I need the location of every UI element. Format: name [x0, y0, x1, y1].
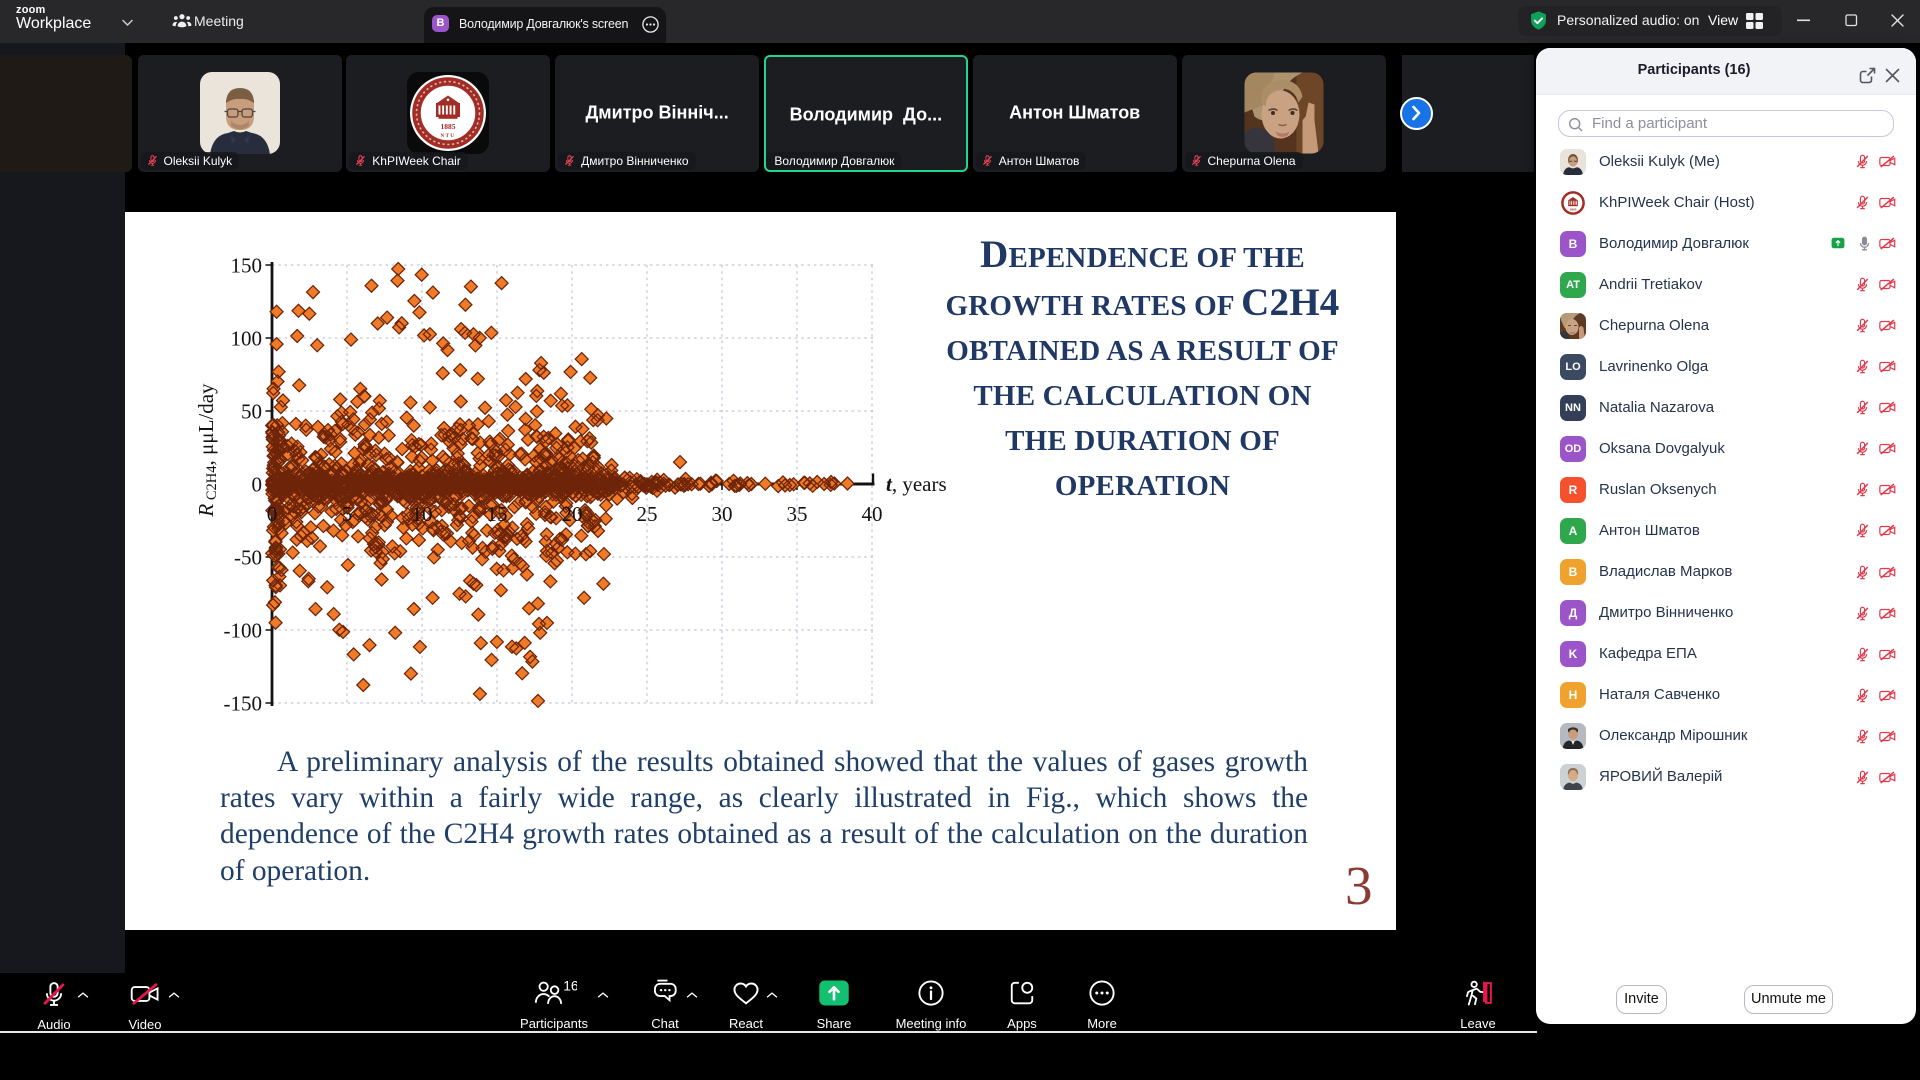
svg-text:5: 5 — [342, 502, 353, 526]
svg-text:150: 150 — [231, 254, 263, 278]
svg-text:35: 35 — [787, 502, 808, 526]
svg-text:50: 50 — [241, 400, 262, 424]
svg-text:10: 10 — [412, 502, 433, 526]
svg-text:30: 30 — [712, 502, 733, 526]
svg-text:1885: 1885 — [1570, 207, 1577, 211]
svg-text:40: 40 — [862, 502, 883, 526]
svg-text:-150: -150 — [224, 692, 263, 716]
svg-text:R C2H4, μμL/day: R C2H4, μμL/day — [194, 383, 220, 518]
svg-text:-100: -100 — [224, 619, 263, 643]
svg-text:20: 20 — [562, 502, 583, 526]
svg-text:0: 0 — [252, 473, 263, 497]
svg-text:0: 0 — [267, 502, 278, 526]
svg-text:16: 16 — [563, 979, 577, 994]
svg-text:100: 100 — [231, 327, 263, 351]
svg-text:t, years: t, years — [886, 472, 947, 496]
svg-text:25: 25 — [637, 502, 658, 526]
svg-text:-50: -50 — [234, 546, 262, 570]
svg-text:15: 15 — [487, 502, 508, 526]
svg-text:NTU: NTU — [441, 134, 456, 139]
svg-text:1885: 1885 — [441, 122, 456, 131]
